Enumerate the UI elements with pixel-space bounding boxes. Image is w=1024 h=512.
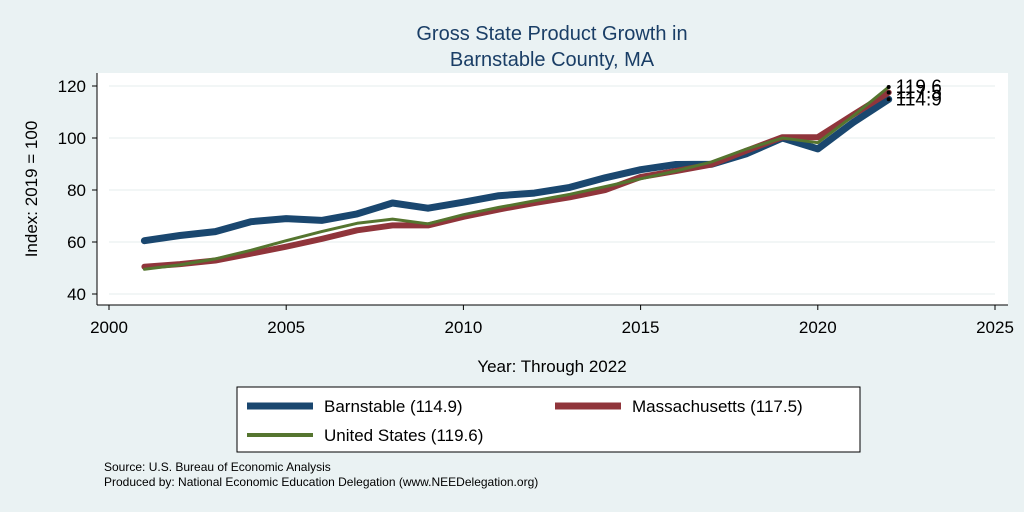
axes: 40 60 80 100 120 2000 2005 2010 2015 2020 2025 [58, 73, 1014, 337]
x-tick-label-2020: 2020 [799, 318, 837, 337]
end-marker-united-states [886, 85, 891, 90]
series-line-united-states [142, 85, 891, 271]
x-axis-label: Year: Through 2022 [477, 357, 626, 376]
source-note: Source: U.S. Bureau of Economic Analysis [104, 460, 331, 474]
x-tick-label-2025: 2025 [976, 318, 1014, 337]
produced-by-note: Produced by: National Economic Education… [104, 475, 538, 489]
end-label-barnstable: 114.9 [896, 89, 942, 110]
end-marker-barnstable [886, 97, 891, 102]
y-tick-label-100: 100 [58, 129, 86, 148]
x-tick-label-2015: 2015 [622, 318, 660, 337]
chart-title-line-1: Gross State Product Growth in [416, 23, 687, 45]
end-label-massachusetts: 117.5 [896, 83, 942, 104]
y-tick-label-80: 80 [67, 181, 86, 200]
y-tick-label-120: 120 [58, 77, 86, 96]
legend-label-barnstable: Barnstable (114.9) [324, 397, 463, 416]
x-tick-label-2010: 2010 [444, 318, 482, 337]
x-tick-label-2000: 2000 [90, 318, 128, 337]
series-layer [140, 85, 893, 271]
end-marker-massachusetts [886, 90, 891, 95]
legend-box [236, 386, 861, 453]
y-axis-label: Index: 2019 = 100 [22, 121, 41, 258]
y-tick-label-60: 60 [67, 233, 86, 252]
legend: Barnstable (114.9) Massachusetts (117.5)… [236, 386, 861, 453]
end-label-united-states: 119.6 [896, 77, 942, 98]
x-tick-label-2005: 2005 [267, 318, 305, 337]
chart-title-line-2: Barnstable County, MA [450, 49, 655, 71]
legend-label-massachusetts: Massachusetts (117.5) [632, 397, 803, 416]
legend-label-united-states: United States (119.6) [324, 426, 483, 445]
y-tick-label-40: 40 [67, 285, 86, 304]
